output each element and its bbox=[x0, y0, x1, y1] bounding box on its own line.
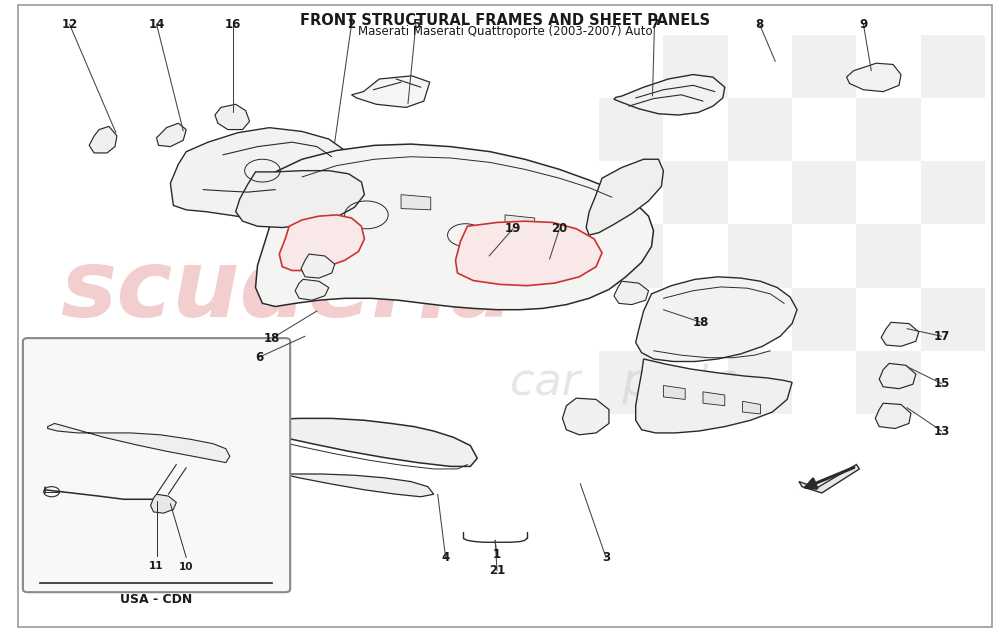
Polygon shape bbox=[256, 144, 654, 310]
Text: 9: 9 bbox=[859, 18, 868, 30]
Polygon shape bbox=[236, 171, 364, 228]
Polygon shape bbox=[881, 322, 919, 346]
Polygon shape bbox=[879, 363, 916, 389]
Bar bbox=[728, 351, 792, 414]
Bar bbox=[856, 98, 921, 161]
Text: 4: 4 bbox=[441, 551, 450, 564]
Polygon shape bbox=[636, 359, 792, 433]
Bar bbox=[599, 351, 663, 414]
Polygon shape bbox=[258, 471, 434, 497]
Bar bbox=[792, 161, 856, 224]
Text: 6: 6 bbox=[255, 351, 264, 363]
Bar bbox=[856, 224, 921, 288]
Text: 3: 3 bbox=[602, 551, 610, 564]
Bar bbox=[663, 288, 728, 351]
Bar bbox=[921, 161, 985, 224]
Polygon shape bbox=[562, 398, 609, 435]
Text: 15: 15 bbox=[933, 377, 950, 390]
Text: 10: 10 bbox=[179, 562, 193, 573]
Text: 13: 13 bbox=[933, 425, 950, 437]
Text: 2: 2 bbox=[347, 18, 356, 30]
Polygon shape bbox=[743, 401, 760, 414]
Polygon shape bbox=[151, 494, 176, 513]
Text: 18: 18 bbox=[264, 332, 281, 344]
Polygon shape bbox=[663, 386, 685, 399]
Polygon shape bbox=[157, 123, 186, 147]
Polygon shape bbox=[799, 465, 859, 493]
Polygon shape bbox=[295, 279, 329, 300]
Text: 7: 7 bbox=[650, 18, 659, 30]
Text: 12: 12 bbox=[61, 18, 78, 30]
Bar bbox=[663, 161, 728, 224]
Bar bbox=[599, 98, 663, 161]
Polygon shape bbox=[352, 76, 430, 107]
Text: 11: 11 bbox=[149, 561, 164, 571]
Polygon shape bbox=[218, 418, 477, 466]
Text: FRONT STRUCTURAL FRAMES AND SHEET PANELS: FRONT STRUCTURAL FRAMES AND SHEET PANELS bbox=[300, 13, 710, 28]
Text: Maserati Maserati Quattroporte (2003-2007) Auto: Maserati Maserati Quattroporte (2003-200… bbox=[358, 25, 652, 39]
Bar bbox=[856, 351, 921, 414]
Polygon shape bbox=[614, 281, 649, 305]
Bar bbox=[663, 35, 728, 98]
Text: scuderia: scuderia bbox=[60, 245, 514, 337]
Bar bbox=[921, 288, 985, 351]
Polygon shape bbox=[170, 128, 355, 224]
Polygon shape bbox=[456, 221, 602, 286]
Polygon shape bbox=[847, 63, 901, 92]
Bar bbox=[728, 224, 792, 288]
Text: 17: 17 bbox=[933, 330, 950, 343]
Text: USA - CDN: USA - CDN bbox=[120, 593, 193, 605]
Polygon shape bbox=[703, 392, 725, 406]
Text: 19: 19 bbox=[505, 222, 521, 235]
Polygon shape bbox=[505, 215, 535, 231]
Polygon shape bbox=[614, 75, 725, 115]
Polygon shape bbox=[875, 403, 911, 428]
Bar bbox=[728, 98, 792, 161]
Polygon shape bbox=[89, 126, 117, 153]
Text: 14: 14 bbox=[148, 18, 165, 30]
Text: 1: 1 bbox=[493, 549, 501, 561]
Text: 21: 21 bbox=[489, 564, 505, 577]
Bar bbox=[921, 35, 985, 98]
Polygon shape bbox=[401, 195, 431, 210]
Text: 8: 8 bbox=[755, 18, 764, 30]
FancyBboxPatch shape bbox=[23, 338, 290, 592]
Text: 18: 18 bbox=[693, 316, 709, 329]
Polygon shape bbox=[48, 423, 230, 463]
Polygon shape bbox=[301, 254, 335, 278]
Text: 5: 5 bbox=[412, 18, 420, 30]
Polygon shape bbox=[636, 277, 797, 362]
Bar bbox=[599, 224, 663, 288]
Bar bbox=[792, 35, 856, 98]
Polygon shape bbox=[586, 159, 663, 235]
Text: 16: 16 bbox=[225, 18, 241, 30]
Polygon shape bbox=[279, 215, 364, 270]
Bar bbox=[792, 288, 856, 351]
Text: 20: 20 bbox=[551, 222, 568, 235]
Polygon shape bbox=[215, 104, 250, 130]
Text: car   parts: car parts bbox=[510, 361, 737, 404]
